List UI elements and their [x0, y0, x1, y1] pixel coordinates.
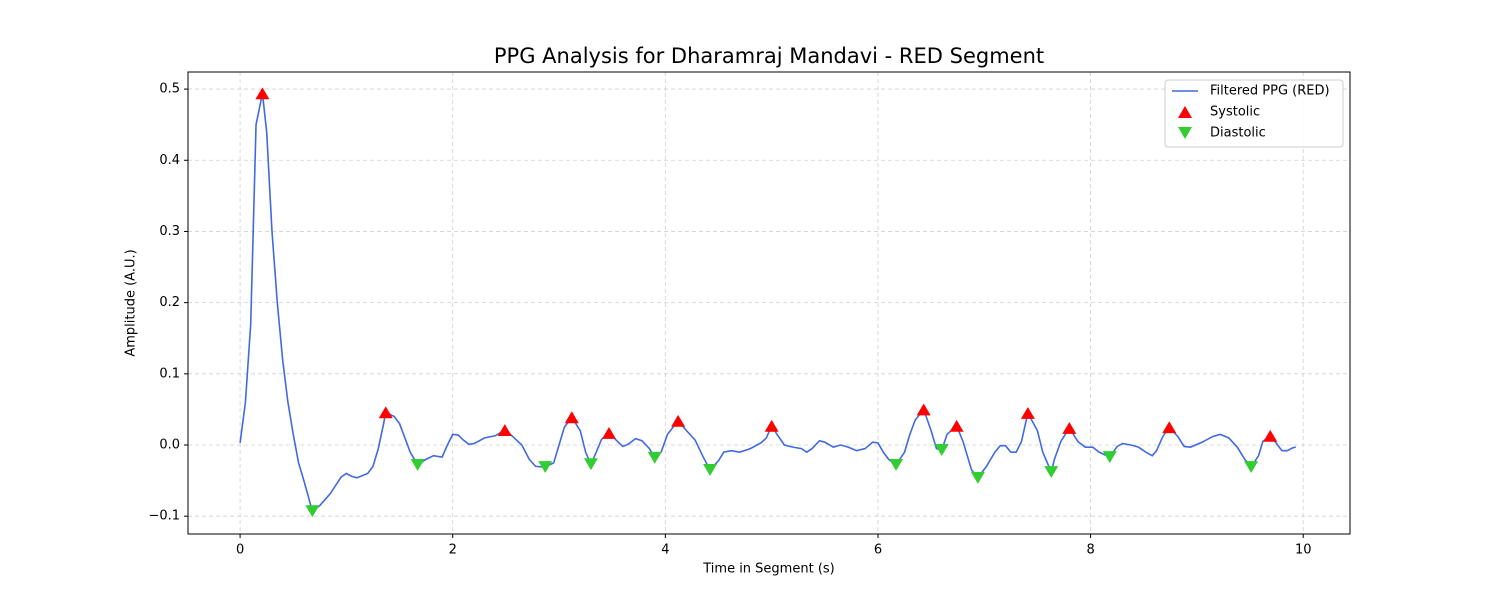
- marker: [702, 463, 717, 476]
- marker: [889, 458, 904, 471]
- marker: [970, 471, 985, 484]
- y-tick-label: 0.0: [159, 438, 180, 453]
- marker: [1162, 421, 1177, 434]
- y-tick-label: 0.1: [159, 366, 180, 381]
- marker: [916, 403, 931, 416]
- chart-title: PPG Analysis for Dharamraj Mandavi - RED…: [494, 44, 1044, 68]
- marker: [671, 414, 686, 427]
- marker: [1020, 407, 1035, 419]
- x-tick-label: 4: [661, 543, 669, 558]
- y-tick-label: −0.1: [148, 509, 180, 524]
- marker: [1062, 421, 1077, 434]
- marker: [601, 426, 616, 439]
- x-tick-label: 10: [1295, 543, 1312, 558]
- marker: [583, 458, 598, 471]
- marker: [378, 406, 393, 419]
- marker: [538, 461, 553, 474]
- marker: [949, 419, 964, 432]
- y-tick-label: 0.2: [159, 295, 180, 310]
- marker: [305, 505, 320, 518]
- x-tick-label: 2: [449, 543, 457, 558]
- legend-label: Diastolic: [1210, 126, 1266, 141]
- marker: [497, 424, 512, 437]
- legend-box: [1164, 79, 1344, 148]
- legend-label: Systolic: [1210, 105, 1260, 120]
- marker: [1263, 429, 1278, 442]
- x-tick-label: 0: [236, 543, 244, 558]
- legend: Filtered PPG (RED) Systolic Diastolic: [1164, 79, 1344, 148]
- data-line: [239, 93, 1296, 513]
- legend-label: Filtered PPG (RED): [1210, 84, 1330, 99]
- marker: [410, 458, 425, 471]
- marker: [1044, 466, 1059, 479]
- marker: [647, 451, 662, 464]
- x-axis-label: Time in Segment (s): [702, 562, 834, 577]
- marker: [1102, 451, 1117, 464]
- marker: [934, 444, 949, 456]
- y-tick-label: 0.3: [159, 224, 180, 239]
- marker: [255, 87, 270, 100]
- marker: [564, 411, 579, 424]
- y-tick-label: 0.4: [159, 153, 180, 168]
- plot-frame: [187, 71, 1351, 535]
- marker: [1244, 461, 1259, 474]
- marker: [764, 419, 779, 432]
- legend-swatch: [1178, 106, 1192, 118]
- y-tick-label: 0.5: [159, 82, 180, 97]
- x-tick-label: 8: [1086, 543, 1094, 558]
- y-axis-label: Amplitude (A.U.): [124, 249, 139, 356]
- x-tick-label: 6: [874, 543, 882, 558]
- legend-swatch: [1178, 127, 1192, 139]
